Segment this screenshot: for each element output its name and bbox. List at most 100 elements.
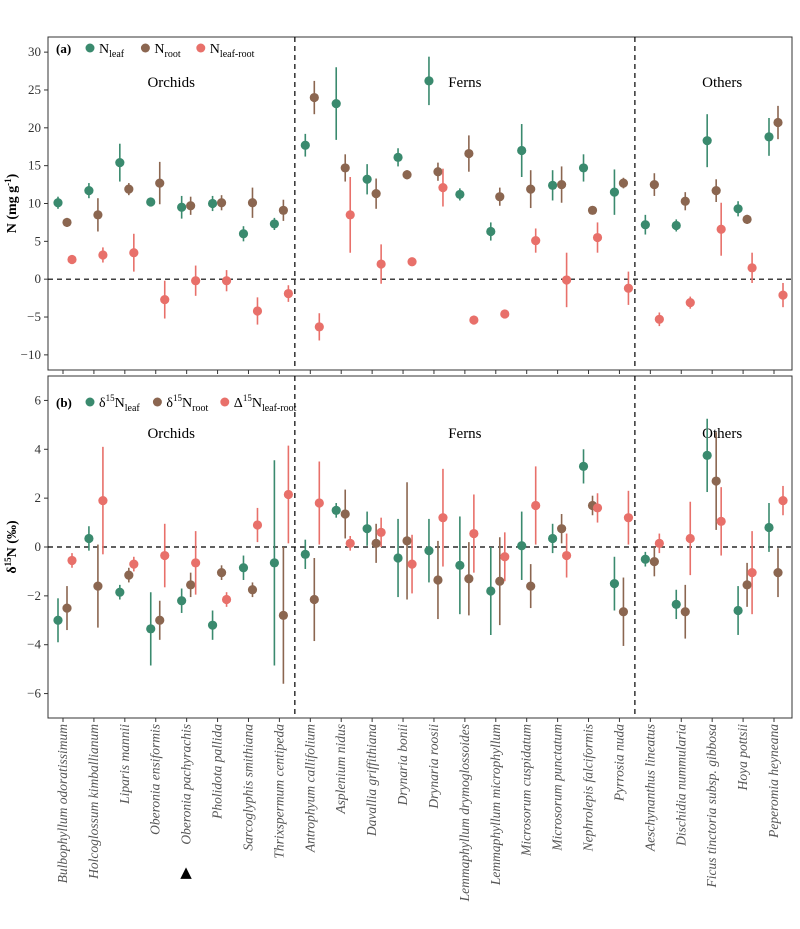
- point-leaf: [424, 546, 434, 556]
- point-root: [649, 179, 659, 190]
- point-root: [742, 214, 752, 224]
- y-tick-label: −5: [27, 309, 41, 324]
- point-diff: [283, 288, 293, 299]
- point-diff: [469, 315, 479, 325]
- point-leaf: [115, 587, 125, 597]
- point-leaf: [671, 220, 681, 231]
- point-diff: [67, 555, 77, 566]
- point-diff: [592, 503, 603, 513]
- point-root: [155, 178, 165, 188]
- point-leaf: [146, 197, 156, 207]
- point-root: [124, 570, 134, 580]
- point-diff: [531, 235, 541, 246]
- point-diff: [191, 276, 201, 286]
- point-root: [495, 192, 505, 202]
- point-root: [62, 217, 72, 228]
- panel-tag: (b): [56, 395, 72, 410]
- point-leaf: [269, 219, 279, 229]
- y-tick-label: −2: [27, 588, 41, 603]
- point-diff: [623, 513, 634, 523]
- point-root: [340, 163, 350, 173]
- point-diff: [407, 257, 417, 267]
- point-diff: [438, 183, 448, 193]
- point-diff: [685, 533, 695, 544]
- legend-marker: [140, 43, 150, 53]
- point-root: [340, 509, 350, 519]
- species-label: Microsorum cuspidatum: [519, 724, 534, 857]
- legend-label: δ15Nroot: [166, 393, 208, 414]
- point-leaf: [393, 553, 403, 563]
- point-leaf: [53, 615, 63, 625]
- species-label: Lemmaphyllum microphyllum: [488, 724, 503, 886]
- panel-tag: (a): [56, 41, 71, 56]
- point-diff: [160, 295, 170, 305]
- species-label: Dischidia nummularia: [673, 724, 688, 847]
- point-leaf: [764, 522, 774, 533]
- species-label: Nephrolepis falciformis: [581, 724, 596, 852]
- point-leaf: [424, 76, 434, 86]
- point-root: [93, 581, 103, 591]
- legend-label: Δ15Nleaf-root: [234, 393, 297, 414]
- y-tick-label: 0: [35, 271, 42, 286]
- legend-marker: [152, 397, 162, 407]
- point-diff: [592, 232, 603, 243]
- point-root: [186, 201, 196, 211]
- point-root: [278, 610, 288, 621]
- point-leaf: [115, 158, 125, 168]
- point-diff: [314, 322, 324, 332]
- point-root: [557, 179, 567, 190]
- point-diff: [129, 559, 139, 569]
- point-leaf: [548, 533, 558, 544]
- point-root: [742, 580, 752, 590]
- point-root: [526, 581, 536, 591]
- point-root: [402, 170, 412, 180]
- point-diff: [438, 513, 448, 523]
- point-root: [216, 198, 227, 208]
- point-diff: [129, 248, 139, 258]
- point-root: [62, 603, 72, 613]
- y-tick-label: 4: [35, 441, 42, 456]
- point-diff: [221, 594, 232, 605]
- point-leaf: [702, 450, 712, 460]
- point-leaf: [455, 560, 465, 570]
- point-leaf: [764, 132, 774, 142]
- legend-marker: [196, 43, 206, 53]
- group-label: Ferns: [448, 426, 481, 442]
- point-root: [247, 198, 258, 208]
- point-leaf: [578, 163, 589, 173]
- y-tick-label: 30: [28, 44, 41, 59]
- point-diff: [562, 550, 572, 561]
- species-label: Aeschynanthus lineatus: [642, 724, 657, 852]
- point-diff: [376, 259, 386, 269]
- point-leaf: [733, 204, 743, 214]
- species-label: Sarcoglyphis smithiana: [240, 724, 255, 851]
- species-label: Pholidota pallida: [210, 724, 225, 820]
- group-label: Orchids: [147, 426, 195, 442]
- point-leaf: [671, 599, 681, 610]
- point-root: [433, 167, 443, 177]
- point-leaf: [300, 549, 310, 559]
- panel-a-nitrogen: −10 −5 0 5 10 15 20 25 30 N (mg g-1) Orchids Ferns O…: [3, 36, 793, 374]
- y-tick-label: 6: [35, 392, 42, 407]
- point-leaf: [362, 524, 372, 534]
- species-label: Pyrrosia nuda: [611, 724, 626, 802]
- legend-marker: [85, 43, 95, 53]
- group-label: Others: [702, 426, 742, 442]
- point-leaf: [578, 461, 589, 471]
- y-tick-label: −4: [27, 637, 41, 652]
- point-diff: [778, 495, 788, 506]
- species-label: Liparis mannii: [117, 724, 132, 805]
- point-leaf: [517, 145, 527, 156]
- point-leaf: [238, 563, 249, 573]
- y-tick-label: 2: [35, 490, 42, 505]
- panel-b-delta15n: −6 −4 −2 0 2 4 6 δ15N (‰) Orchids Ferns Others (b) δ…: [3, 375, 793, 722]
- y-axis-title: δ15N (‰): [3, 520, 20, 574]
- group-label: Ferns: [448, 75, 481, 91]
- point-diff: [562, 275, 572, 285]
- point-leaf: [84, 533, 94, 544]
- point-root: [186, 580, 196, 590]
- point-root: [711, 476, 721, 486]
- point-root: [278, 205, 288, 215]
- species-label: Oberonia pachyrachis: [179, 724, 194, 845]
- point-leaf: [486, 226, 496, 237]
